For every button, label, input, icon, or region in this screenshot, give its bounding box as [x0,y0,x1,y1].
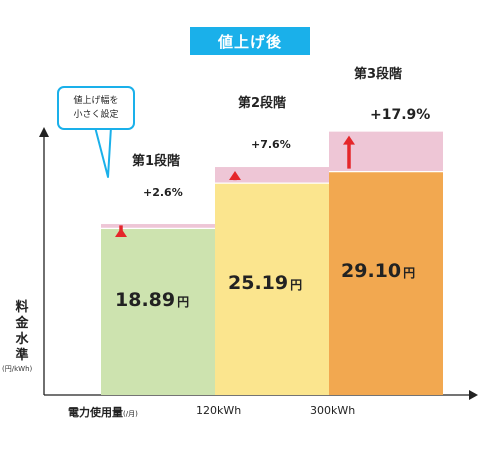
callout-line-1: 値上げ幅を [73,96,119,106]
y-axis-unit: (円/kWh) [2,365,33,373]
value-label-2: 25.19 円 [228,272,302,294]
callout-note: 値上げ幅を 小さく設定 [57,86,135,130]
value-label-1: 18.89 円 [115,289,189,311]
x-tick-label: 300kWh [310,404,356,417]
increase-arrow-head [229,171,241,181]
increase-segment [215,167,329,184]
stage-label-2: 第2段階 [238,96,287,111]
increase-segment [329,131,443,172]
x-axis-label: 電力使用量(/月) [68,404,138,420]
increase-arrow-head [343,135,355,145]
chart-title: 値上げ後 [190,27,310,55]
y-axis-label-char: 金 [15,316,29,331]
bar [101,228,215,395]
callout-line-2: 小さく設定 [73,110,119,120]
y-axis-label-char: 料 [15,300,29,315]
y-axis-label-char: 水 [15,332,29,347]
value-number-3: 29.10 [341,260,402,282]
x-axis-label-text: 電力使用量 [68,406,123,419]
callout-tail [94,126,112,178]
increase-label-2: +7.6% [251,138,291,151]
increase-segment [101,224,215,229]
stage-label-1: 第1段階 [132,154,181,169]
value-unit-1: 円 [177,295,190,309]
y-axis-label: 料 金 水 準 [10,300,34,364]
bar [329,171,443,395]
bar [215,183,329,395]
increase-label-3: +17.9% [370,107,431,123]
value-number-1: 18.89 [115,289,176,311]
x-axis-arrowhead [469,390,478,400]
increase-arrow-head [115,228,127,238]
x-axis-unit: (/月) [123,410,138,418]
stage-label-3: 第3段階 [354,67,403,82]
y-axis-arrowhead [39,127,49,137]
value-unit-2: 円 [290,278,303,292]
value-number-2: 25.19 [228,272,289,294]
increase-label-1: +2.6% [143,186,183,199]
y-axis-label-char: 準 [15,348,29,363]
value-unit-3: 円 [403,266,416,280]
x-tick-label: 120kWh [196,404,242,417]
value-label-3: 29.10 円 [341,260,415,282]
